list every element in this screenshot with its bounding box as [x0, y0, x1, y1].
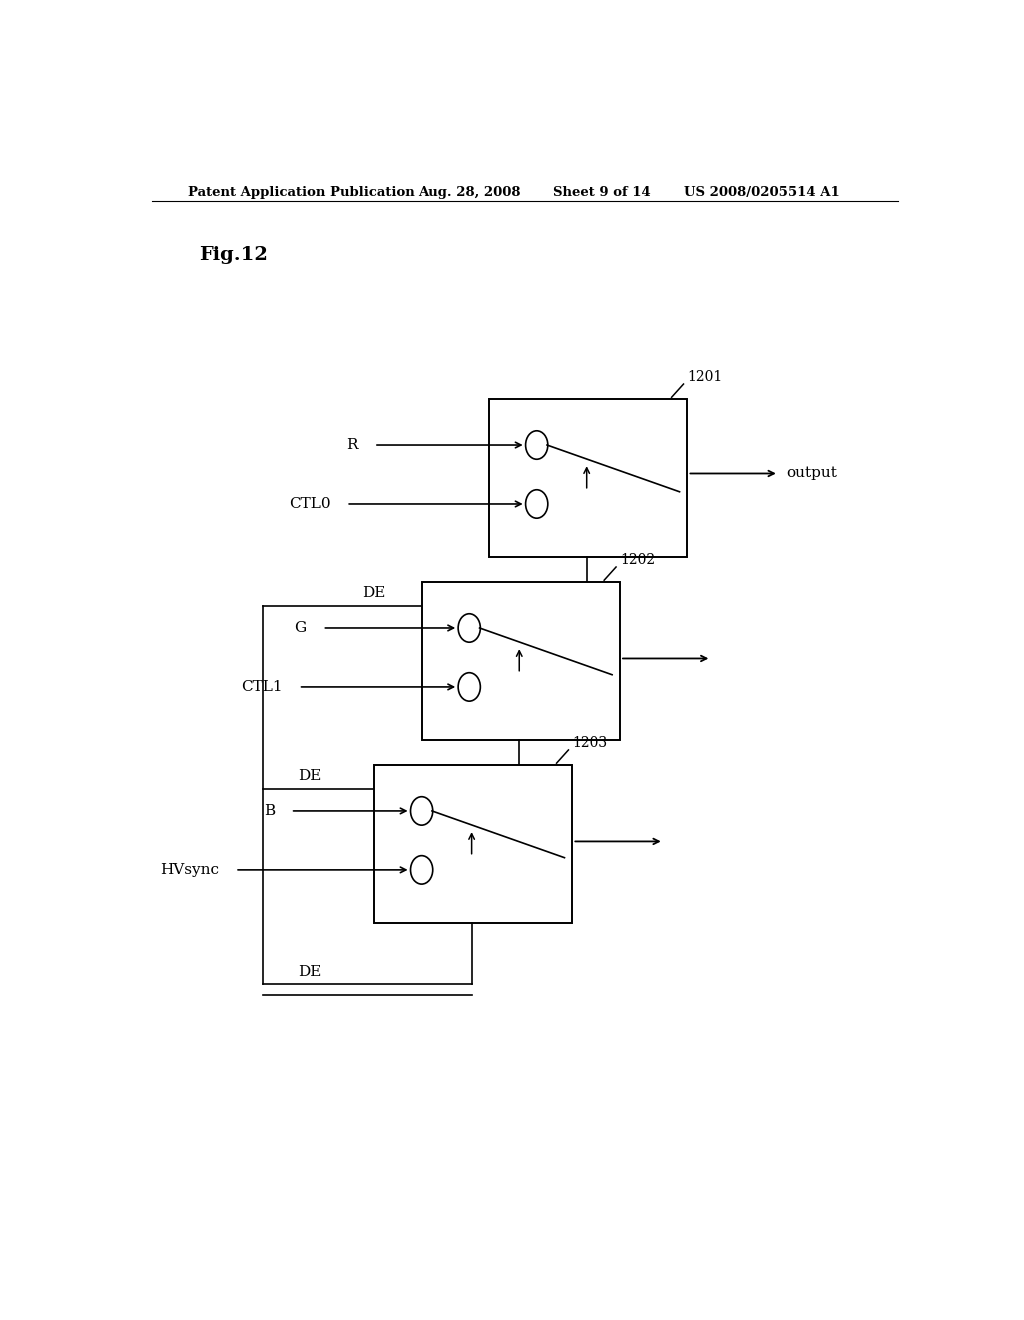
Circle shape	[458, 614, 480, 643]
Text: DE: DE	[299, 965, 322, 978]
Text: CTL0: CTL0	[289, 496, 331, 511]
Circle shape	[411, 797, 433, 825]
Text: Aug. 28, 2008: Aug. 28, 2008	[418, 186, 520, 199]
Text: HVsync: HVsync	[161, 863, 219, 876]
Text: 1202: 1202	[620, 553, 655, 568]
Text: R: R	[347, 438, 358, 451]
Circle shape	[458, 673, 480, 701]
Text: B: B	[264, 804, 274, 818]
Text: output: output	[786, 466, 838, 480]
Text: DE: DE	[362, 586, 385, 601]
Text: G: G	[294, 620, 306, 635]
Text: 1201: 1201	[687, 370, 723, 384]
Text: DE: DE	[299, 770, 322, 783]
Bar	[374, 766, 572, 923]
Text: Patent Application Publication: Patent Application Publication	[187, 186, 415, 199]
Circle shape	[411, 855, 433, 884]
Bar	[489, 399, 687, 557]
Text: US 2008/0205514 A1: US 2008/0205514 A1	[684, 186, 840, 199]
Text: Sheet 9 of 14: Sheet 9 of 14	[553, 186, 650, 199]
Circle shape	[525, 490, 548, 519]
Text: CTL1: CTL1	[241, 680, 283, 694]
Text: 1203: 1203	[572, 737, 607, 750]
Circle shape	[525, 430, 548, 459]
Bar	[422, 582, 621, 739]
Text: Fig.12: Fig.12	[200, 246, 268, 264]
